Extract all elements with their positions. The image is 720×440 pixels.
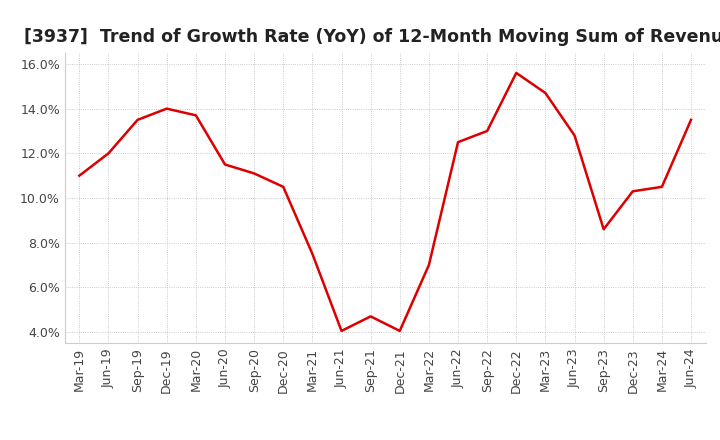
- Title: [3937]  Trend of Growth Rate (YoY) of 12-Month Moving Sum of Revenues: [3937] Trend of Growth Rate (YoY) of 12-…: [24, 28, 720, 46]
